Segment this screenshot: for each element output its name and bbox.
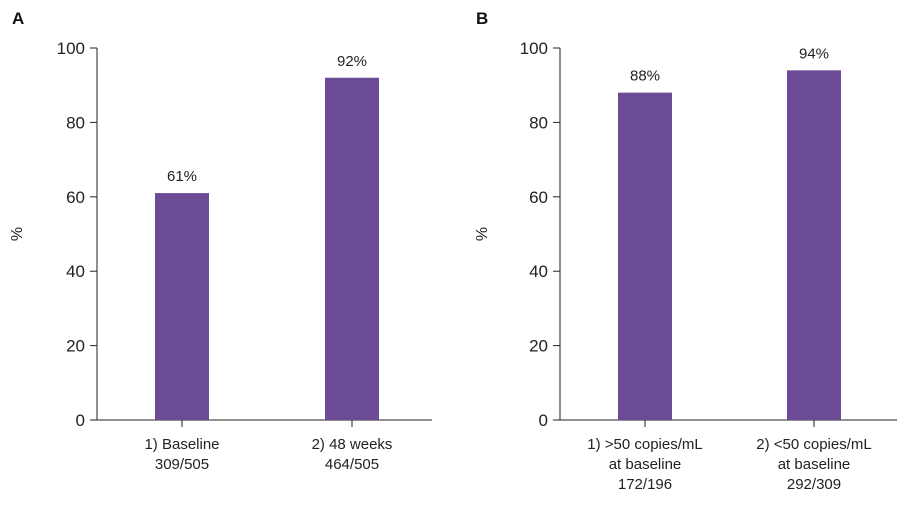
y-tick-label: 100 bbox=[57, 39, 85, 58]
y-axis-label: % bbox=[474, 227, 491, 241]
x-tick-label-line: 2) 48 weeks bbox=[312, 436, 393, 453]
panel-a: A% 0 20 40 60 80 100 61% 1) Baseline 309/505 92% 2)… bbox=[9, 9, 432, 473]
bar bbox=[155, 193, 209, 420]
bar bbox=[787, 70, 841, 420]
bar bbox=[325, 77, 379, 420]
x-tick-label-line: 172/196 bbox=[618, 476, 672, 493]
y-tick-label: 100 bbox=[520, 39, 548, 58]
panel-letter: A bbox=[12, 9, 24, 28]
y-tick-label: 60 bbox=[529, 188, 548, 207]
bar bbox=[618, 92, 672, 420]
x-tick-label-line: 309/505 bbox=[155, 456, 209, 473]
y-tick-label: 0 bbox=[539, 411, 548, 430]
x-tick-label: 2) <50 copies/mL at baseline 292/309 bbox=[756, 436, 871, 493]
x-tick-label: 1) Baseline 309/505 bbox=[144, 436, 219, 473]
x-tick-label-line: 464/505 bbox=[325, 456, 379, 473]
y-tick-label: 80 bbox=[529, 113, 548, 132]
x-tick-label-line: 292/309 bbox=[787, 476, 841, 493]
y-tick-label: 20 bbox=[66, 337, 85, 356]
x-tick-label-line: 1) Baseline bbox=[144, 436, 219, 453]
x-tick-label-line: 1) >50 copies/mL bbox=[587, 436, 702, 453]
data-label: 94% bbox=[799, 45, 829, 62]
x-tick-label-line: 2) <50 copies/mL bbox=[756, 436, 871, 453]
y-tick-label: 0 bbox=[76, 411, 85, 430]
x-tick-label-line: at baseline bbox=[609, 456, 682, 473]
data-label: 61% bbox=[167, 168, 197, 185]
y-tick-label: 40 bbox=[529, 262, 548, 281]
x-tick-label: 1) >50 copies/mL at baseline 172/196 bbox=[587, 436, 702, 493]
data-label: 88% bbox=[630, 68, 660, 85]
y-tick-label: 40 bbox=[66, 262, 85, 281]
x-tick-label-line: at baseline bbox=[778, 456, 851, 473]
y-tick-label: 20 bbox=[529, 337, 548, 356]
panel-letter: B bbox=[476, 9, 488, 28]
y-tick-label: 60 bbox=[66, 188, 85, 207]
y-tick-label: 80 bbox=[66, 113, 85, 132]
panel-b: B% 0 20 40 60 80 100 88% 1) >50 copies/mL at base… bbox=[474, 9, 897, 493]
data-label: 92% bbox=[337, 53, 367, 70]
x-tick-label: 2) 48 weeks 464/505 bbox=[312, 436, 393, 473]
y-axis-label: % bbox=[9, 227, 26, 241]
